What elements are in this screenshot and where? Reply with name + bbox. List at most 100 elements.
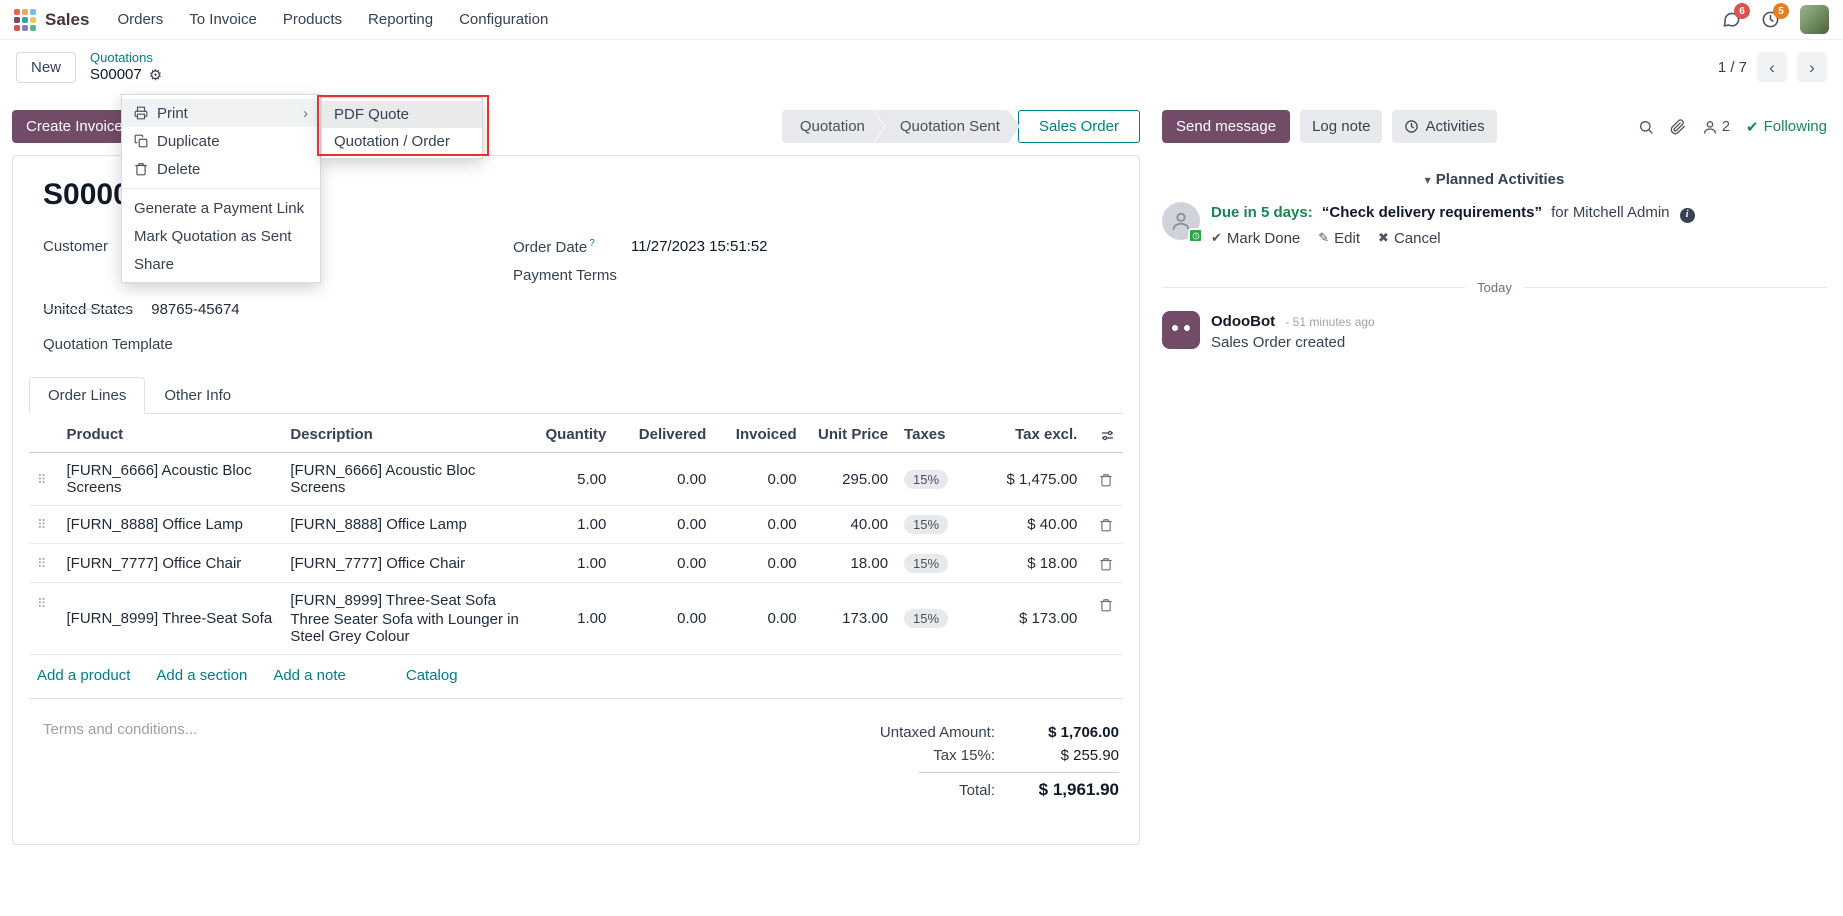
create-invoice-button[interactable]: Create Invoice bbox=[12, 110, 137, 143]
menu-item-delete[interactable]: Delete bbox=[122, 155, 320, 183]
optional-columns-icon[interactable] bbox=[1100, 426, 1115, 443]
order-line-row: ⠿ [FURN_6666] Acoustic Bloc Screens [FUR… bbox=[29, 452, 1123, 506]
cell-description[interactable]: [FURN_8999] Three-Seat Sofa Three Seater… bbox=[282, 582, 528, 655]
tax-value: $ 255.90 bbox=[1060, 746, 1119, 764]
cell-product[interactable]: [FURN_6666] Acoustic Bloc Screens bbox=[58, 452, 283, 506]
header-tax-excl[interactable]: Tax excl. bbox=[972, 416, 1086, 453]
tax-tag[interactable]: 15% bbox=[904, 608, 949, 628]
menu-item-duplicate[interactable]: Duplicate bbox=[122, 127, 320, 155]
activities-icon[interactable]: 5 bbox=[1761, 3, 1789, 29]
cell-delivered[interactable]: 0.00 bbox=[614, 582, 715, 655]
edit-activity-button[interactable]: ✎ Edit bbox=[1318, 229, 1361, 247]
header-quantity[interactable]: Quantity bbox=[527, 416, 615, 453]
menu-item-share[interactable]: Share bbox=[134, 255, 175, 273]
cell-unit-price[interactable]: 40.00 bbox=[804, 505, 897, 545]
tab-order-lines[interactable]: Order Lines bbox=[29, 377, 146, 414]
cell-invoiced[interactable]: 0.00 bbox=[714, 582, 805, 655]
activities-button[interactable]: Activities bbox=[1392, 110, 1497, 143]
menu-orders[interactable]: Orders bbox=[117, 11, 164, 28]
menu-item-mark-sent[interactable]: Mark Quotation as Sent bbox=[134, 227, 292, 245]
actions-gear-icon[interactable]: ⚙ bbox=[148, 66, 163, 84]
status-step-quotation[interactable]: Quotation bbox=[782, 110, 885, 143]
menu-item-print[interactable]: Print › bbox=[122, 99, 320, 127]
drag-handle-icon[interactable]: ⠿ bbox=[37, 555, 47, 571]
followers-button[interactable]: 2 bbox=[1702, 118, 1730, 135]
cell-quantity[interactable]: 5.00 bbox=[527, 452, 615, 506]
cell-unit-price[interactable]: 18.00 bbox=[804, 543, 897, 583]
status-step-quotation-sent[interactable]: Quotation Sent bbox=[874, 110, 1020, 143]
delete-line-icon[interactable] bbox=[1097, 595, 1115, 614]
cell-description[interactable]: [FURN_6666] Acoustic Bloc Screens bbox=[282, 452, 528, 506]
pager-previous-button[interactable]: ‹ bbox=[1757, 52, 1787, 82]
search-messages-icon[interactable] bbox=[1638, 119, 1654, 135]
header-invoiced[interactable]: Invoiced bbox=[714, 416, 805, 453]
menu-products[interactable]: Products bbox=[282, 11, 343, 28]
cell-invoiced[interactable]: 0.00 bbox=[714, 543, 805, 583]
cell-unit-price[interactable]: 173.00 bbox=[804, 582, 897, 655]
tab-other-info[interactable]: Other Info bbox=[164, 387, 232, 404]
catalog-link[interactable]: Catalog bbox=[405, 666, 458, 684]
cell-invoiced[interactable]: 0.00 bbox=[714, 505, 805, 545]
cell-quantity[interactable]: 1.00 bbox=[527, 505, 615, 545]
send-message-button[interactable]: Send message bbox=[1162, 110, 1291, 143]
delete-line-icon[interactable] bbox=[1097, 469, 1115, 488]
menu-to-invoice[interactable]: To Invoice bbox=[189, 11, 257, 28]
header-product[interactable]: Product bbox=[58, 416, 283, 453]
cell-delivered[interactable]: 0.00 bbox=[614, 505, 715, 545]
app-name[interactable]: Sales bbox=[45, 9, 90, 29]
order-line-row: ⠿ [FURN_7777] Office Chair [FURN_7777] O… bbox=[29, 543, 1123, 583]
add-section-link[interactable]: Add a section bbox=[156, 666, 248, 684]
tax-tag[interactable]: 15% bbox=[904, 515, 949, 535]
header-description[interactable]: Description bbox=[282, 416, 528, 453]
drag-handle-icon[interactable]: ⠿ bbox=[37, 595, 47, 611]
drag-handle-icon[interactable]: ⠿ bbox=[37, 471, 47, 487]
user-avatar[interactable] bbox=[1800, 5, 1829, 34]
add-product-link[interactable]: Add a product bbox=[37, 666, 131, 684]
message-author[interactable]: OdooBot bbox=[1211, 312, 1276, 330]
cell-invoiced[interactable]: 0.00 bbox=[714, 452, 805, 506]
terms-placeholder[interactable]: Terms and conditions... bbox=[43, 720, 198, 738]
new-button[interactable]: New bbox=[16, 51, 77, 83]
submenu-item-quotation-order[interactable]: Quotation / Order bbox=[334, 133, 450, 150]
delete-line-icon[interactable] bbox=[1097, 553, 1115, 572]
drag-handle-icon[interactable]: ⠿ bbox=[37, 517, 47, 533]
log-note-button[interactable]: Log note bbox=[1300, 110, 1383, 143]
cell-quantity[interactable]: 1.00 bbox=[527, 543, 615, 583]
submenu-item-pdf-quote[interactable]: PDF Quote bbox=[322, 101, 482, 128]
cell-delivered[interactable]: 0.00 bbox=[614, 452, 715, 506]
tax-tag[interactable]: 15% bbox=[904, 553, 949, 573]
cell-product[interactable]: [FURN_7777] Office Chair bbox=[58, 543, 283, 583]
total-label: Total: bbox=[959, 781, 995, 799]
header-unit-price[interactable]: Unit Price bbox=[804, 416, 897, 453]
attachments-icon[interactable] bbox=[1670, 118, 1686, 135]
menu-reporting[interactable]: Reporting bbox=[368, 11, 434, 28]
cell-product[interactable]: [FURN_8888] Office Lamp bbox=[58, 505, 283, 545]
activities-badge: 5 bbox=[1773, 3, 1789, 19]
messages-icon[interactable]: 6 bbox=[1722, 3, 1750, 29]
breadcrumb-quotations[interactable]: Quotations bbox=[90, 49, 153, 65]
cell-product[interactable]: [FURN_8999] Three-Seat Sofa bbox=[58, 582, 283, 655]
info-icon[interactable]: i bbox=[1679, 207, 1695, 223]
cancel-activity-button[interactable]: ✖ Cancel bbox=[1378, 229, 1441, 247]
header-taxes[interactable]: Taxes bbox=[896, 416, 973, 453]
status-step-sales-order[interactable]: Sales Order bbox=[1017, 110, 1140, 143]
delete-line-icon[interactable] bbox=[1097, 515, 1115, 534]
help-icon[interactable]: ? bbox=[589, 238, 595, 249]
tax-tag[interactable]: 15% bbox=[904, 469, 949, 489]
mark-done-button[interactable]: ✔ Mark Done bbox=[1211, 229, 1301, 247]
cell-unit-price[interactable]: 295.00 bbox=[804, 452, 897, 506]
order-date-value[interactable]: 11/27/2023 15:51:52 bbox=[631, 238, 768, 255]
breadcrumb: Quotations S00007 ⚙ bbox=[90, 50, 162, 85]
menu-configuration[interactable]: Configuration bbox=[459, 11, 549, 28]
following-toggle[interactable]: ✔ Following bbox=[1746, 118, 1827, 136]
planned-activities-header[interactable]: ▾ Planned Activities bbox=[1424, 171, 1565, 188]
cell-delivered[interactable]: 0.00 bbox=[614, 543, 715, 583]
cell-description[interactable]: [FURN_7777] Office Chair bbox=[282, 543, 528, 583]
menu-item-payment-link[interactable]: Generate a Payment Link bbox=[134, 199, 305, 217]
pager-next-button[interactable]: › bbox=[1797, 52, 1827, 82]
add-note-link[interactable]: Add a note bbox=[273, 666, 346, 684]
apps-grid-icon[interactable] bbox=[14, 8, 36, 31]
cell-quantity[interactable]: 1.00 bbox=[527, 582, 615, 655]
header-delivered[interactable]: Delivered bbox=[614, 416, 715, 453]
cell-description[interactable]: [FURN_8888] Office Lamp bbox=[282, 505, 528, 545]
